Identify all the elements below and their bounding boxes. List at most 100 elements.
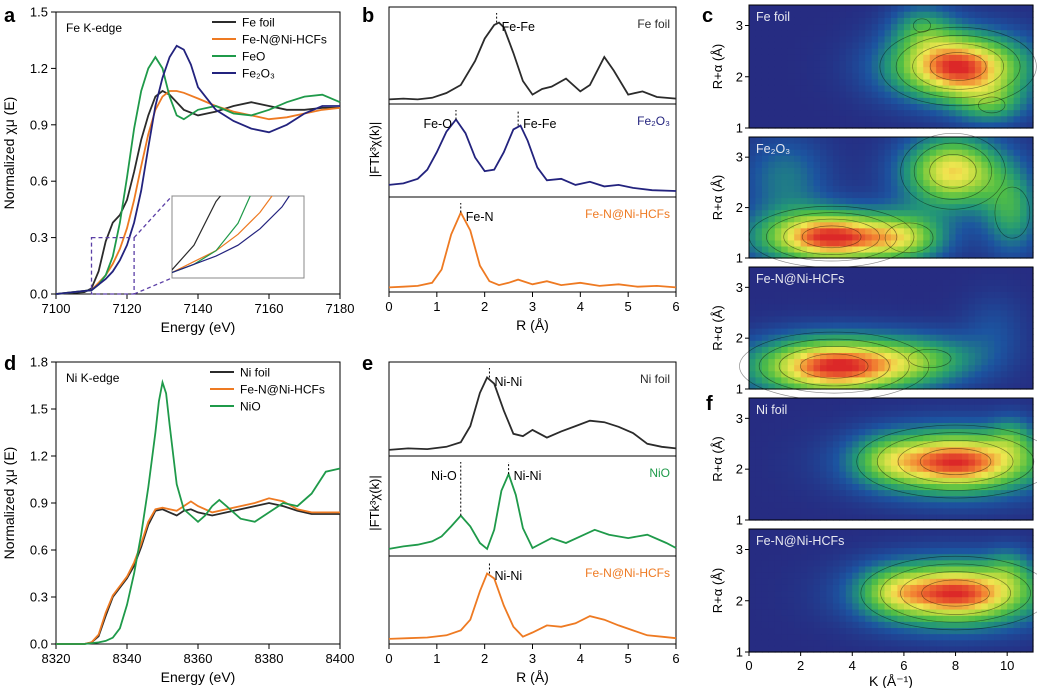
heatmap-cell <box>865 529 873 536</box>
heatmap-cell <box>858 155 866 162</box>
heatmap-cell <box>787 203 795 211</box>
heatmap-cell <box>923 633 931 641</box>
heatmap-cell <box>884 297 892 305</box>
heatmap-cell <box>981 382 989 390</box>
heatmap-cell <box>755 297 763 305</box>
heatmap-cell <box>813 422 821 430</box>
heatmap-cell <box>884 209 892 217</box>
heatmap-cell <box>826 452 834 460</box>
heatmap-cell <box>768 155 776 162</box>
heatmap-cell <box>813 191 821 199</box>
heatmap-cell <box>865 541 873 549</box>
heatmap-cell <box>929 416 937 423</box>
heatmap-cell <box>774 471 782 478</box>
heatmap-cell <box>994 173 1002 180</box>
heatmap-cell <box>865 155 873 162</box>
heatmap-cell <box>903 358 911 366</box>
heatmap-cell <box>845 191 853 199</box>
heatmap-cell <box>968 239 976 247</box>
heatmap-cell <box>871 72 879 80</box>
heatmap-cell <box>968 221 976 229</box>
heatmap-cell <box>955 279 963 286</box>
heatmap-cell <box>813 233 821 241</box>
heatmap-cell <box>826 621 834 628</box>
heatmap-cell <box>878 452 886 460</box>
heatmap-cell <box>910 185 918 193</box>
heatmap-cell <box>936 370 944 378</box>
heatmap-cell <box>807 279 815 286</box>
heatmap-cell <box>858 477 866 484</box>
heatmap-cell <box>852 97 860 104</box>
heatmap-cell <box>865 167 873 174</box>
heatmap-cell <box>820 352 828 360</box>
heatmap-cell <box>852 352 860 360</box>
heatmap-cell <box>910 590 918 598</box>
heatmap-cell <box>781 621 789 628</box>
heatmap-cell <box>839 273 847 280</box>
heatmap-cell <box>891 428 899 436</box>
heatmap-cell <box>878 434 886 442</box>
heatmap-cell <box>749 352 757 360</box>
heatmap-cell <box>897 239 905 247</box>
heatmap-cell <box>916 428 924 436</box>
heatmap-cell <box>923 608 931 616</box>
heatmap-cell <box>923 370 931 378</box>
heatmap-cell <box>813 590 821 598</box>
heatmap-cell <box>871 340 879 347</box>
heatmap-cell <box>962 370 970 378</box>
heatmap-cell <box>1013 78 1021 86</box>
heatmap-cell <box>974 291 982 299</box>
heatmap-cell <box>968 121 976 129</box>
heatmap-cell <box>949 84 957 92</box>
heatmap-cell <box>884 398 892 405</box>
heatmap-cell <box>787 273 795 280</box>
heatmap-cell <box>832 590 840 598</box>
heatmap-cell <box>929 559 937 567</box>
heatmap-cell <box>865 547 873 555</box>
heatmap-cell <box>865 66 873 74</box>
heatmap-cell <box>929 29 937 37</box>
heatmap-cell <box>916 209 924 217</box>
heatmap-cell <box>800 273 808 280</box>
heatmap-cell <box>897 376 905 384</box>
heatmap-cell <box>832 352 840 360</box>
heatmap-cell <box>832 627 840 635</box>
heatmap-cell <box>794 328 802 335</box>
heatmap-cell <box>910 565 918 573</box>
heatmap-cell <box>1020 334 1028 341</box>
heatmap-cell <box>871 121 879 129</box>
heatmap-cell <box>858 346 866 353</box>
heatmap-cell <box>774 245 782 253</box>
heatmap-cell <box>942 72 950 80</box>
heatmap-cell <box>839 382 847 390</box>
heatmap-cell <box>787 60 795 68</box>
heatmap-cell <box>749 173 757 180</box>
heatmap-cell <box>949 239 957 247</box>
heatmap-cell <box>987 121 995 129</box>
heatmap-cell <box>929 121 937 129</box>
heatmap-cell <box>826 84 834 92</box>
heatmap-cell <box>871 78 879 86</box>
heatmap-cell <box>1020 60 1028 68</box>
heatmap-cell <box>839 608 847 616</box>
heatmap-cell <box>839 72 847 80</box>
heatmap-cell <box>897 346 905 353</box>
heatmap-cell <box>839 404 847 411</box>
heatmap-cell <box>871 627 879 635</box>
heatmap-cell <box>761 11 769 18</box>
heatmap-cell <box>942 370 950 378</box>
heatmap-cell <box>1007 5 1015 12</box>
x-axis-label: Energy (eV) <box>161 319 236 335</box>
heatmap-cell <box>884 203 892 211</box>
heatmap-cell <box>929 203 937 211</box>
heatmap-cell <box>807 267 815 274</box>
heatmap-cell <box>891 251 899 259</box>
heatmap-cell <box>974 621 982 628</box>
heatmap-cell <box>858 452 866 460</box>
heatmap-cell <box>884 84 892 92</box>
heatmap-cell <box>884 495 892 503</box>
heatmap-cell <box>878 621 886 628</box>
heatmap-cell <box>845 434 853 442</box>
heatmap-cell <box>858 639 866 647</box>
heatmap-cell <box>878 535 886 542</box>
